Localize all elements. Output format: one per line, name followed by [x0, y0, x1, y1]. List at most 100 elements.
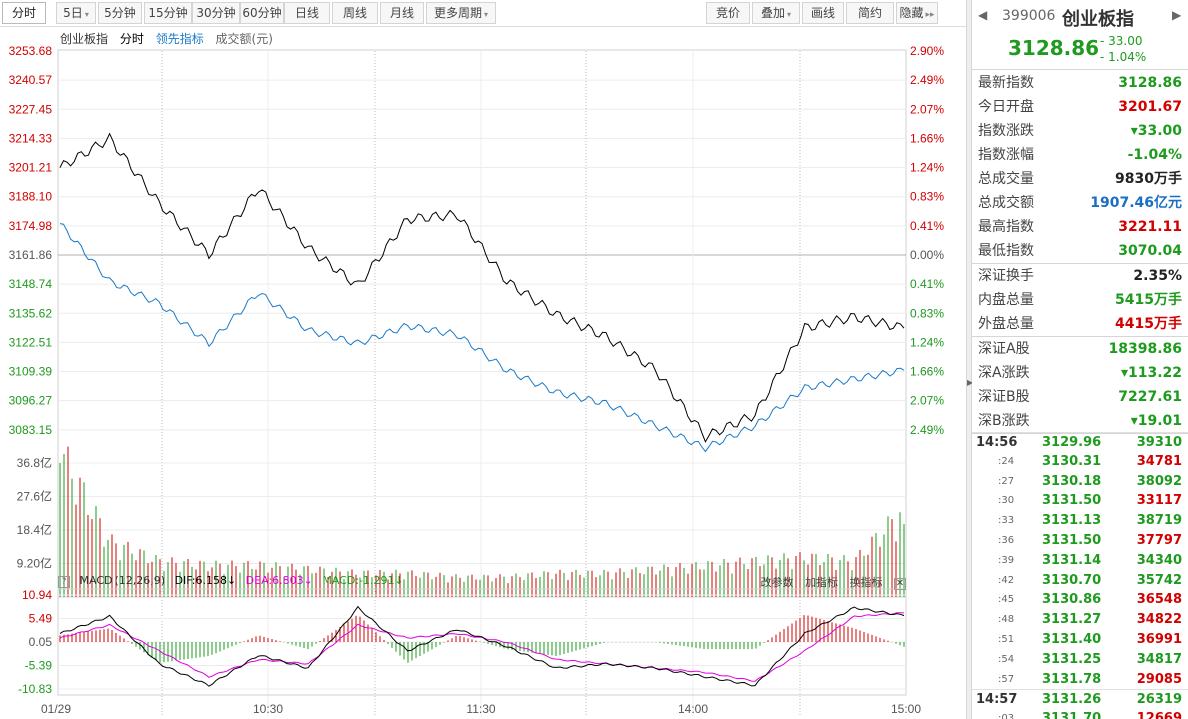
double-chevron-right-icon: ▸▸ [925, 10, 935, 20]
tab-60min[interactable]: 60分钟 [240, 2, 284, 24]
change-percent: - 1.04% [1100, 50, 1147, 64]
change-params-button[interactable]: 改参数 [760, 576, 794, 589]
chevron-down-icon: ▾ [484, 10, 489, 19]
intraday-chart-svg: 3253.68 2.90% 3240.57 2.49% 3227.45 2.07% 3214… [9, 44, 944, 717]
close-icon[interactable]: ✕ [894, 578, 906, 590]
quote-row: 指数涨跌 ▾33.00 [972, 119, 1188, 143]
tick-price: 3130.70 [1042, 572, 1102, 588]
price-axis-label: 3253.68 [9, 44, 53, 58]
time-axis-label: 14:00 [678, 702, 708, 716]
tab-weekly[interactable]: 周线 [332, 2, 378, 24]
tab-monthly[interactable]: 月线 [380, 2, 424, 24]
tab-5day[interactable]: 5日 ▾ [56, 2, 96, 24]
next-stock-icon[interactable]: ▶ [1172, 8, 1182, 22]
tick-row: :03 3131.70 12669 [972, 709, 1188, 719]
quote-row: 深A涨跌 ▾113.22 [972, 361, 1188, 385]
volume-axis-label: 36.8亿 [17, 455, 52, 470]
tab-daily[interactable]: 日线 [284, 2, 330, 24]
percent-axis-label: 2.07% [910, 102, 944, 116]
tick-volume: 38719 [1136, 513, 1182, 529]
collapse-arrow-icon[interactable]: ▶ [967, 378, 974, 387]
tick-price: 3131.50 [1042, 532, 1102, 548]
dif-line [59, 605, 905, 687]
simple-button[interactable]: 简约 [846, 2, 894, 24]
tick-time: :03 [998, 713, 1015, 719]
quote-row: 内盘总量 5415万手 [972, 288, 1188, 312]
tab-more-label: 更多周期 [433, 6, 482, 20]
tick-row: 14:57 3131.26 26319 [972, 689, 1188, 709]
percent-axis-label: 0.41% [910, 219, 944, 233]
hide-button[interactable]: 隐藏 ▸▸ [896, 2, 938, 24]
overlay-button[interactable]: 叠加 ▾ [752, 2, 800, 24]
tick-volume: 12669 [1136, 711, 1182, 719]
tick-list[interactable]: 14:56 3129.96 39310:24 3130.31 34781:27 3130.… [972, 432, 1188, 719]
tick-time: :54 [998, 653, 1015, 665]
chevron-down-icon: ▾ [787, 10, 792, 19]
quote-label: 指数涨跌 [978, 123, 1034, 139]
quote-table-main: 最新指数 3128.86 今日开盘 3201.67 指数涨跌 ▾33.00 指数涨幅 -1.0… [972, 71, 1188, 264]
quote-header: ◀ 399006 创业板指 ▶ 3128.86 - 33.00 - 1.04% [972, 0, 1188, 70]
overlay-label: 叠加 [760, 6, 785, 20]
tick-time: :27 [998, 475, 1015, 487]
tick-price: 3130.18 [1042, 473, 1102, 489]
tab-intraday[interactable]: 分时 [2, 2, 46, 24]
price-axis-label: 3227.45 [9, 102, 53, 116]
tick-volume: 33117 [1136, 493, 1182, 509]
quote-label: 总成交量 [978, 171, 1034, 187]
quote-label: 外盘总量 [978, 316, 1034, 332]
prev-stock-icon[interactable]: ◀ [978, 8, 988, 22]
percent-axis-label: 2.49% [910, 73, 944, 87]
macd-dif-value: DIF:6.158↓ [174, 574, 237, 587]
macd-params: (12,26,9) [114, 574, 166, 587]
quote-row: 外盘总量 4415万手 [972, 312, 1188, 336]
quote-value: 7227.61 [1118, 389, 1182, 405]
tab-30min[interactable]: 30分钟 [192, 2, 240, 24]
dea-line [59, 612, 905, 682]
tick-volume: 29085 [1136, 671, 1182, 687]
tick-row: :51 3131.40 36991 [972, 630, 1188, 650]
panel-divider[interactable]: ▶ [966, 0, 974, 719]
time-axis-label: 10:30 [253, 702, 283, 716]
macd-axis-label: 0.05 [29, 635, 53, 649]
quote-label: 总成交额 [978, 195, 1034, 211]
quote-label: 深B涨跌 [978, 413, 1030, 429]
price-axis-label: 3096.27 [9, 394, 53, 408]
chart-area[interactable]: 3253.68 2.90% 3240.57 2.49% 3227.45 2.07% 3214… [0, 27, 966, 719]
tick-price: 3131.25 [1042, 651, 1102, 667]
tick-price: 3131.14 [1042, 552, 1102, 568]
quote-value: 18398.86 [1108, 341, 1182, 357]
tab-15min[interactable]: 15分钟 [144, 2, 192, 24]
price-axis-label: 3135.62 [9, 306, 53, 320]
tick-price: 3129.96 [1042, 435, 1102, 450]
auction-button[interactable]: 竞价 [706, 2, 750, 24]
tick-time: :33 [998, 515, 1015, 527]
help-icon[interactable]: ? [58, 576, 70, 588]
quote-table-sz: 深证A股 18398.86 深A涨跌 ▾113.22 深证B股 7227.61 深B涨跌 ▾1… [972, 337, 1188, 434]
quote-label: 指数涨幅 [978, 147, 1034, 163]
macd-axis-label: 5.49 [29, 612, 53, 626]
quote-row: 深证A股 18398.86 [972, 337, 1188, 361]
price-axis-label: 3188.10 [9, 190, 53, 204]
tab-5min[interactable]: 5分钟 [98, 2, 142, 24]
tick-price: 3130.86 [1042, 592, 1102, 608]
tick-volume: 36991 [1136, 631, 1182, 647]
tick-row: :30 3131.50 33117 [972, 491, 1188, 511]
tick-volume: 38092 [1136, 473, 1182, 489]
tick-row: :45 3130.86 36548 [972, 590, 1188, 610]
switch-indicator-button[interactable]: 换指标 [849, 576, 883, 589]
draw-line-button[interactable]: 画线 [802, 2, 844, 24]
tick-time: :30 [998, 495, 1015, 507]
quote-row: 深证B股 7227.61 [972, 385, 1188, 409]
quote-row: 深B涨跌 ▾19.01 [972, 409, 1188, 433]
macd-axis-label: 10.94 [22, 588, 52, 602]
tick-price: 3131.70 [1042, 711, 1102, 719]
tick-volume: 36548 [1136, 592, 1182, 608]
quote-row: 最新指数 3128.86 [972, 71, 1188, 95]
add-indicator-button[interactable]: 加指标 [805, 576, 838, 589]
quote-label: 最新指数 [978, 75, 1034, 91]
tick-volume: 34781 [1136, 453, 1182, 469]
legend-index-name: 创业板指 [60, 32, 109, 46]
tick-row: :36 3131.50 37797 [972, 531, 1188, 551]
tab-more-periods[interactable]: 更多周期 ▾ [426, 2, 496, 24]
